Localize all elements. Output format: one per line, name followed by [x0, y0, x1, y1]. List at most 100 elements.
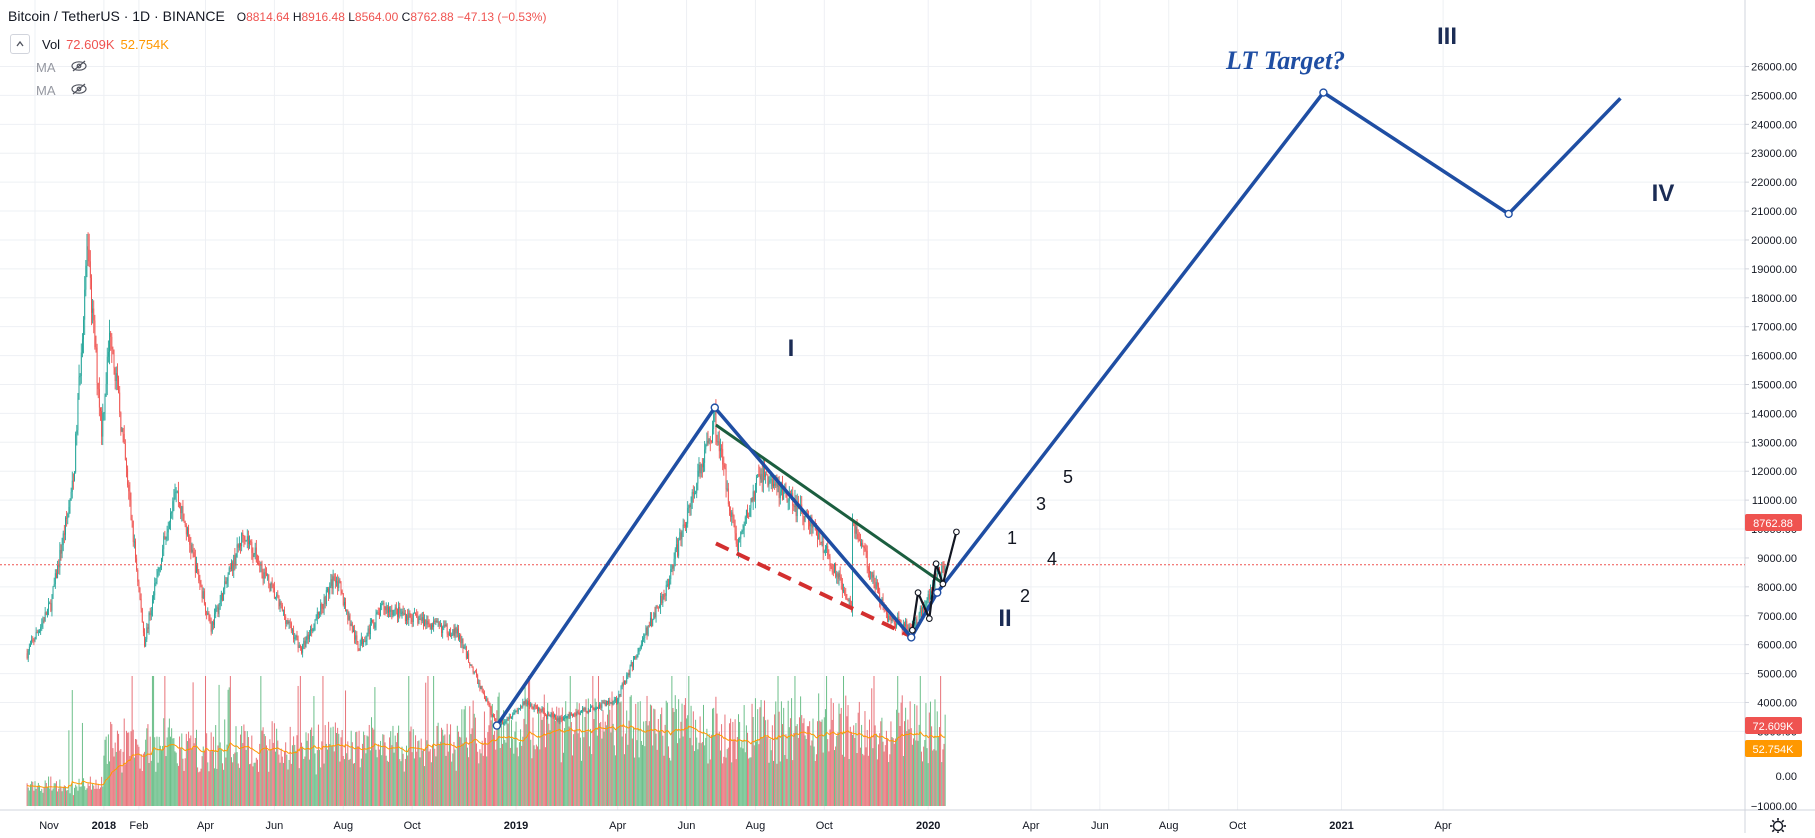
volume-bar — [637, 701, 639, 806]
candle-body — [464, 646, 466, 648]
candle-body — [697, 470, 699, 484]
time-axis[interactable]: Nov 2018 Feb Apr Jun Aug Oct 2019 Apr Jun Aug Oct 20… — [39, 820, 1452, 832]
chevron-up-icon[interactable] — [10, 34, 30, 54]
wave-count-line[interactable] — [495, 90, 1622, 727]
volume-bar — [924, 739, 926, 806]
volume-bar — [450, 724, 452, 806]
candle-body — [599, 704, 601, 709]
sub-wave-line[interactable] — [911, 531, 958, 631]
eye-crossed-icon[interactable] — [70, 83, 88, 98]
volume-bar — [850, 731, 852, 806]
candle-body — [532, 707, 534, 709]
candle-body — [295, 635, 297, 638]
interval[interactable]: 1D — [132, 8, 151, 24]
candle-body — [37, 631, 39, 633]
symbol-legend[interactable]: Bitcoin / TetherUS · 1D · BINANCE O8814.… — [8, 8, 547, 24]
candle-body — [517, 709, 519, 712]
volume-bar — [97, 784, 99, 806]
volume-bar — [687, 715, 689, 806]
volume-bar — [840, 707, 842, 806]
volume-bar — [756, 741, 758, 806]
candle-body — [460, 635, 462, 644]
candle-body — [701, 464, 703, 468]
volume-bar — [549, 730, 551, 806]
volume-bar — [394, 735, 396, 806]
volume-bar — [623, 754, 625, 806]
candle-body — [876, 582, 878, 587]
volume-bar — [305, 732, 307, 806]
candle-body — [817, 534, 818, 539]
candle-body — [352, 629, 354, 633]
candle-body — [690, 502, 692, 508]
candle-body — [761, 473, 763, 483]
price-tick-label: 25000.00 — [1751, 90, 1797, 102]
lt-target-text[interactable]: LT Target? — [1225, 46, 1345, 75]
candle-body — [374, 625, 376, 628]
volume-bar — [693, 751, 695, 806]
candle-body — [803, 516, 805, 522]
candle-body — [461, 638, 463, 644]
volume-bar — [264, 736, 266, 806]
volume-bar — [815, 754, 817, 806]
ma-legend-2[interactable]: MA — [36, 83, 88, 98]
candle-body — [441, 624, 442, 633]
eye-crossed-icon[interactable] — [70, 60, 88, 75]
volume-bar — [218, 684, 220, 806]
open-value: 8814.64 — [246, 10, 290, 24]
ma-legend-1[interactable]: MA — [36, 60, 88, 75]
candle-body — [51, 595, 53, 611]
volume-bar — [665, 700, 667, 806]
candle-body — [153, 595, 155, 599]
candle-body — [672, 565, 674, 569]
volume-bar — [415, 735, 417, 806]
volume-bar — [474, 717, 476, 806]
gear-icon[interactable] — [1770, 818, 1786, 834]
candle-body — [81, 339, 83, 353]
volume-bar — [52, 788, 54, 806]
price-axis[interactable]: 26000.0025000.0024000.0023000.0022000.00… — [1745, 62, 1797, 813]
candle-body — [158, 567, 160, 572]
candle-body — [661, 595, 663, 604]
candle-body — [583, 708, 585, 710]
volume-bar — [814, 761, 816, 806]
candle-body — [106, 356, 108, 385]
volume-bar — [470, 734, 472, 806]
volume-bar — [153, 676, 155, 806]
volume-bar — [406, 745, 408, 806]
volume-bar — [50, 776, 52, 806]
candle-body — [458, 628, 459, 640]
volume-bar — [57, 791, 59, 806]
volume-bar — [124, 764, 126, 806]
volume-bar — [329, 744, 331, 806]
candle-body — [182, 506, 184, 514]
volume-legend[interactable]: Vol 72.609K 52.754K — [10, 34, 169, 54]
symbol-name[interactable]: Bitcoin / TetherUS — [8, 8, 120, 24]
candle-body — [587, 710, 589, 713]
candle-body — [324, 597, 326, 605]
candle-body — [480, 686, 482, 690]
current-price-badge — [1745, 514, 1802, 531]
volume-tick-label: −1000.00 — [1751, 801, 1797, 813]
volume-bar — [697, 749, 699, 806]
candle-body — [180, 503, 182, 514]
volume-bar — [878, 744, 880, 806]
volume-bar — [325, 743, 327, 806]
candle-body — [758, 474, 760, 476]
volume-bar — [403, 771, 405, 806]
candle-body — [68, 506, 70, 515]
dashed-support-line[interactable] — [715, 541, 911, 638]
volume-bar — [336, 732, 338, 806]
candle-body — [522, 702, 524, 708]
volume-bar — [483, 711, 485, 806]
candle-body — [928, 594, 930, 600]
volume-bar — [914, 704, 916, 806]
candle-body — [311, 629, 313, 632]
volume-bar — [721, 724, 723, 806]
volume-ma-value: 52.754K — [120, 36, 169, 52]
candle-body — [925, 602, 927, 605]
volume-badge — [1745, 717, 1802, 734]
candle-body — [76, 430, 78, 434]
candle-body — [127, 468, 129, 486]
